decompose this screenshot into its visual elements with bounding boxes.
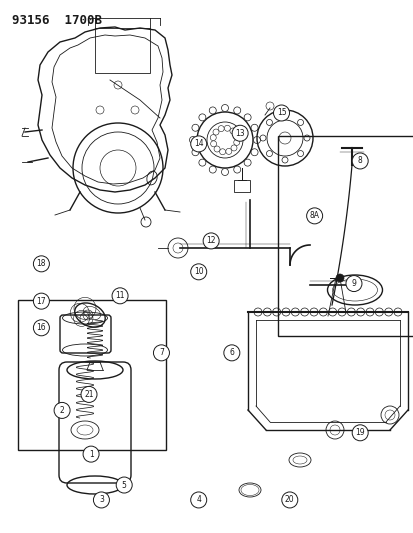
Text: 10: 10 [193,268,203,276]
Text: 93156  1700B: 93156 1700B [12,14,102,27]
Circle shape [218,126,224,132]
Circle shape [335,274,343,282]
Circle shape [232,125,247,141]
Circle shape [233,107,240,114]
Circle shape [192,149,199,156]
Circle shape [153,345,169,361]
Circle shape [244,114,251,121]
Bar [277,136,413,336]
Circle shape [209,107,216,114]
Text: 15: 15 [276,109,286,117]
Text: 11: 11 [115,292,124,300]
Circle shape [225,148,231,155]
Text: 1: 1 [88,450,93,458]
Circle shape [190,136,206,152]
Circle shape [221,168,228,175]
Text: 9: 9 [351,279,356,288]
Circle shape [33,256,49,272]
Circle shape [233,140,239,146]
Circle shape [203,233,218,249]
Bar [233,180,249,192]
Circle shape [306,208,322,224]
Circle shape [190,264,206,280]
Text: 14: 14 [193,140,203,148]
Circle shape [192,124,199,131]
Circle shape [233,166,240,173]
Text: 16: 16 [36,324,46,332]
Text: 21: 21 [84,390,93,399]
Circle shape [189,136,196,143]
Circle shape [33,293,49,309]
Text: 20: 20 [284,496,294,504]
Circle shape [351,153,367,169]
Text: 7: 7 [159,349,164,357]
Circle shape [54,402,70,418]
Text: 4: 4 [196,496,201,504]
Circle shape [281,492,297,508]
Circle shape [214,146,220,152]
Text: 18: 18 [37,260,46,268]
Bar [95,28,150,73]
Circle shape [229,128,235,134]
Text: 12: 12 [206,237,215,245]
Text: 3: 3 [99,496,104,504]
Circle shape [112,288,128,304]
Circle shape [83,446,99,462]
Circle shape [116,477,132,493]
Circle shape [351,425,367,441]
Text: 13: 13 [235,129,244,138]
Circle shape [33,320,49,336]
Circle shape [273,105,289,121]
Circle shape [198,159,205,166]
Circle shape [221,104,228,111]
Text: 8: 8 [357,157,362,165]
Circle shape [209,166,216,173]
Text: 5: 5 [121,481,126,489]
Text: 17: 17 [36,297,46,305]
Text: 6: 6 [229,349,234,357]
Circle shape [190,492,206,508]
Circle shape [223,345,239,361]
Circle shape [224,125,230,131]
Text: 19: 19 [354,429,364,437]
Circle shape [93,492,109,508]
Bar [18,300,166,450]
Circle shape [345,276,361,292]
Circle shape [210,135,216,141]
Circle shape [250,124,257,131]
Circle shape [253,136,260,143]
Circle shape [244,159,251,166]
Circle shape [250,149,257,156]
Circle shape [219,149,225,155]
Circle shape [210,141,216,147]
Circle shape [213,129,218,135]
Circle shape [198,114,205,121]
Circle shape [233,133,239,139]
Circle shape [81,386,97,402]
Circle shape [230,145,236,151]
Text: 8A: 8A [309,212,319,220]
Text: 2: 2 [59,406,64,415]
